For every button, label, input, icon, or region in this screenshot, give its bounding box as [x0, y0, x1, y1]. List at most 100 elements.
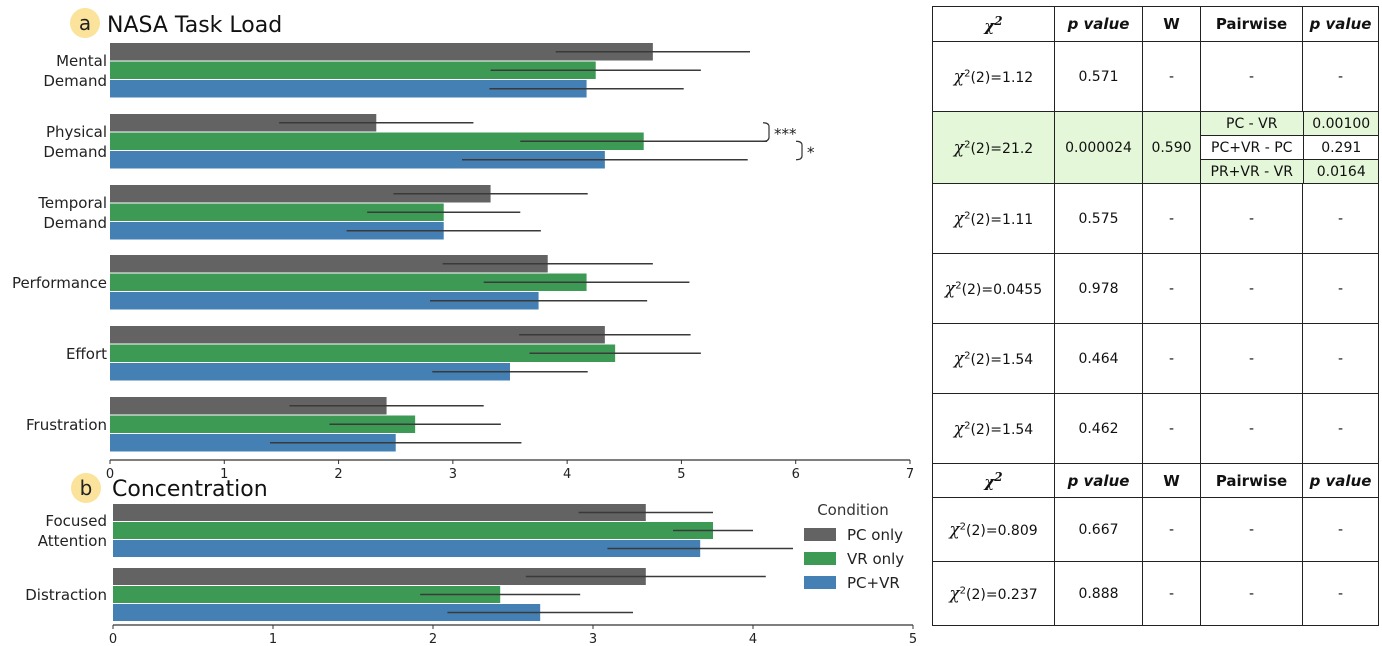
table-header-row: χ2 p value W Pairwise p value: [932, 463, 1379, 498]
pairwise-cell: -: [1200, 561, 1303, 626]
pairwise-p-cell: -: [1302, 323, 1379, 394]
pairwise-cell: -: [1200, 323, 1303, 394]
panel-badge: [70, 8, 100, 38]
legend-label: PC+VR: [847, 574, 900, 592]
pairwise-cell: -: [1200, 393, 1303, 464]
p-value-cell: 0.571: [1054, 41, 1143, 112]
x-tick-label: 6: [792, 467, 800, 482]
category-label: Distraction: [25, 586, 107, 604]
x-tick-label: 4: [749, 632, 757, 646]
bar: [110, 415, 416, 433]
p-value-cell: 0.575: [1054, 183, 1143, 254]
chi-square-cell: χ2(2)=0.237: [932, 561, 1055, 626]
x-tick-label: 0: [106, 467, 114, 482]
w-cell: -: [1142, 323, 1201, 394]
table-header-row: χ2 p value W Pairwise p value: [932, 6, 1379, 42]
x-tick-label: 5: [677, 467, 685, 482]
header-cell: p value: [1302, 6, 1379, 42]
x-tick-label: 1: [269, 632, 277, 646]
legend-swatch: [804, 576, 836, 589]
bar: [110, 273, 587, 291]
x-tick-label: 1: [220, 467, 228, 482]
bar: [110, 222, 444, 240]
pairwise-p-cell: -: [1302, 253, 1379, 324]
bar: [110, 203, 444, 221]
table-row: χ2(2)=0.0455 0.978- - -: [932, 253, 1379, 324]
bar: [110, 80, 587, 98]
header-cell: W: [1142, 463, 1201, 498]
p-value-cell: 0.464: [1054, 323, 1143, 394]
bar: [110, 114, 377, 132]
bar: [110, 434, 396, 452]
x-tick-label: 4: [563, 467, 571, 482]
legend: Condition PC only VR only PC+VR: [804, 501, 904, 592]
legend-swatch: [804, 528, 836, 541]
table-row: χ2(2)=1.11 0.575- - -: [932, 183, 1379, 254]
p-value-cell: 0.978: [1054, 253, 1143, 324]
bar: [113, 522, 713, 539]
p-value-cell: 0.888: [1054, 561, 1143, 626]
category-label: Physical Demand: [43, 123, 107, 161]
bar: [110, 185, 491, 203]
w-cell: -: [1142, 561, 1201, 626]
chart-title: Concentration: [112, 477, 268, 502]
pairwise-cell: PC+VR - PC: [1201, 135, 1304, 160]
pairwise-cell: PC - VR: [1201, 112, 1304, 136]
category-label: Performance: [12, 274, 107, 292]
x-tick-label: 5: [909, 632, 917, 646]
significance-bracket: [795, 140, 803, 161]
x-tick-label: 2: [429, 632, 437, 646]
bar: [110, 344, 616, 362]
chi-square-cell: χ2(2)=0.809: [932, 497, 1055, 562]
significance-stars: ***: [774, 125, 797, 143]
chart-title: NASA Task Load: [107, 13, 282, 38]
statistics-table: χ2 p value W Pairwise p value χ2(2)=1.12 0.571…: [932, 6, 1379, 626]
panel-letter: a: [79, 11, 91, 35]
pairwise-p-cell: -: [1302, 497, 1379, 562]
x-tick-label: 3: [589, 632, 597, 646]
table-row: χ2(2)=0.237 0.888- - -: [932, 561, 1379, 626]
pairwise-cell: -: [1200, 497, 1303, 562]
pairwise-cell: -: [1200, 253, 1303, 324]
legend-label: PC only: [847, 526, 903, 544]
category-label: Focused Attention: [38, 512, 107, 550]
bar: [113, 586, 501, 603]
x-tick-label: 2: [334, 467, 342, 482]
significance-stars: *: [807, 144, 815, 162]
legend-label: VR only: [847, 550, 904, 568]
pairwise-cell: -: [1200, 183, 1303, 254]
bar: [113, 540, 701, 557]
bar: [110, 43, 653, 61]
chi-square-cell: χ2(2)=1.12: [932, 41, 1055, 112]
w-cell: -: [1142, 41, 1201, 112]
significance-bracket: [762, 122, 770, 142]
table-row: χ2(2)=1.12 0.571- - -: [932, 41, 1379, 112]
table-row: χ2(2)=1.54 0.462- - -: [932, 393, 1379, 464]
header-cell: p value: [1054, 463, 1143, 498]
category-label: Effort: [66, 345, 107, 363]
header-cell: W: [1142, 6, 1201, 42]
category-label: Frustration: [26, 416, 107, 434]
legend-title: Condition: [817, 501, 889, 519]
pairwise-p-cell: 0.0164: [1303, 159, 1379, 183]
header-cell: Pairwise: [1200, 6, 1303, 42]
pairwise-cell: -: [1200, 41, 1303, 112]
table-row: χ2(2)=1.54 0.464- - -: [932, 323, 1379, 394]
bar: [110, 255, 548, 273]
header-cell: Pairwise: [1200, 463, 1303, 498]
pairwise-p-cell: -: [1302, 183, 1379, 254]
pairwise-p-cell: 0.00100: [1303, 112, 1379, 136]
bar: [113, 504, 646, 521]
pairwise-cell: PR+VR - VR: [1201, 159, 1304, 183]
pairwise-p-cell: 0.291: [1303, 135, 1379, 160]
bar: [110, 397, 387, 415]
p-value-cell: 0.462: [1054, 393, 1143, 464]
bar: [110, 292, 539, 310]
w-cell: 0.590: [1142, 111, 1201, 184]
chi-square-cell: χ2(2)=1.11: [932, 183, 1055, 254]
x-tick-label: 0: [109, 632, 117, 646]
bar: [110, 61, 596, 79]
